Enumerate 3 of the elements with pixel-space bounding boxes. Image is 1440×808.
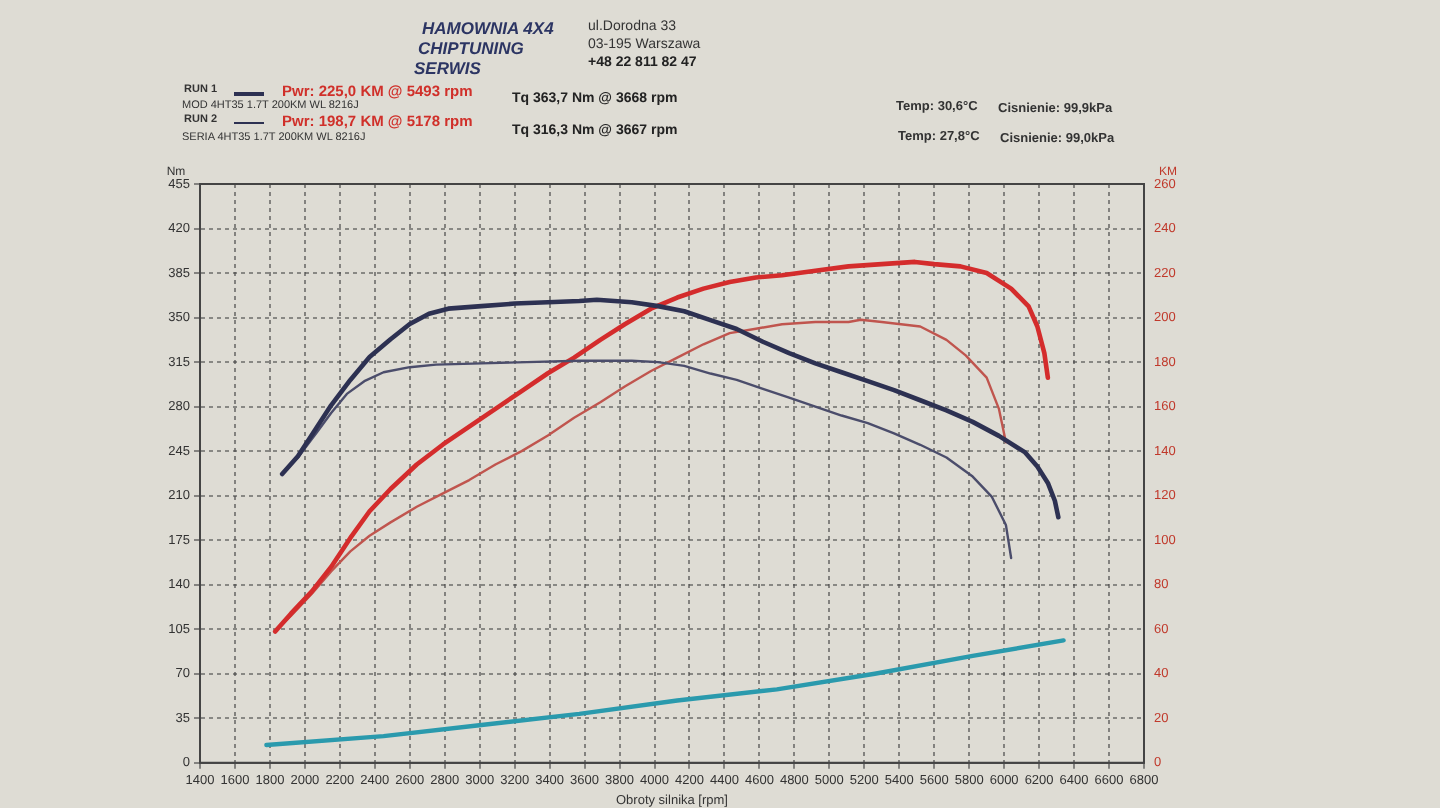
text: CHIPTUNING [418,38,524,58]
text: HAMOWNIA 4X4 [422,18,554,38]
text: SERWIS [414,58,481,78]
